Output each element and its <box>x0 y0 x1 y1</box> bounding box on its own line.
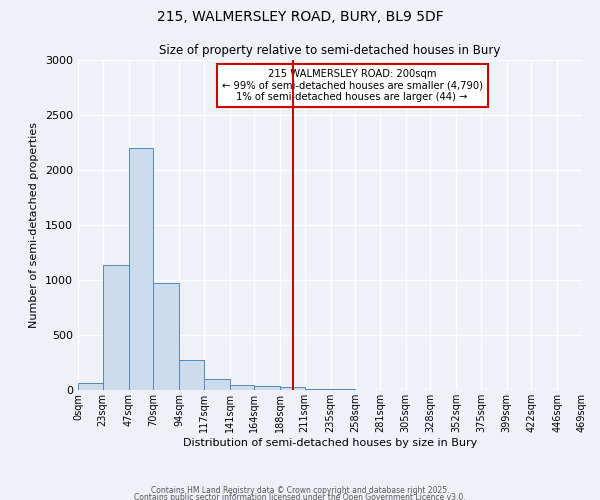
X-axis label: Distribution of semi-detached houses by size in Bury: Distribution of semi-detached houses by … <box>183 438 477 448</box>
Bar <box>230 384 254 390</box>
Bar <box>305 389 331 390</box>
Text: Contains HM Land Registry data © Crown copyright and database right 2025.: Contains HM Land Registry data © Crown c… <box>151 486 449 495</box>
Bar <box>128 148 153 390</box>
Y-axis label: Number of semi-detached properties: Number of semi-detached properties <box>29 122 40 328</box>
Bar <box>179 360 204 390</box>
Title: Size of property relative to semi-detached houses in Bury: Size of property relative to semi-detach… <box>160 44 500 58</box>
Bar <box>153 284 179 390</box>
Text: 215, WALMERSLEY ROAD, BURY, BL9 5DF: 215, WALMERSLEY ROAD, BURY, BL9 5DF <box>157 10 443 24</box>
Bar <box>254 386 280 390</box>
Bar <box>204 379 230 390</box>
Bar <box>78 384 103 390</box>
Bar <box>103 264 128 390</box>
Text: 215 WALMERSLEY ROAD: 200sqm
← 99% of semi-detached houses are smaller (4,790)
1%: 215 WALMERSLEY ROAD: 200sqm ← 99% of sem… <box>221 69 482 102</box>
Text: Contains public sector information licensed under the Open Government Licence v3: Contains public sector information licen… <box>134 494 466 500</box>
Bar <box>280 386 305 390</box>
